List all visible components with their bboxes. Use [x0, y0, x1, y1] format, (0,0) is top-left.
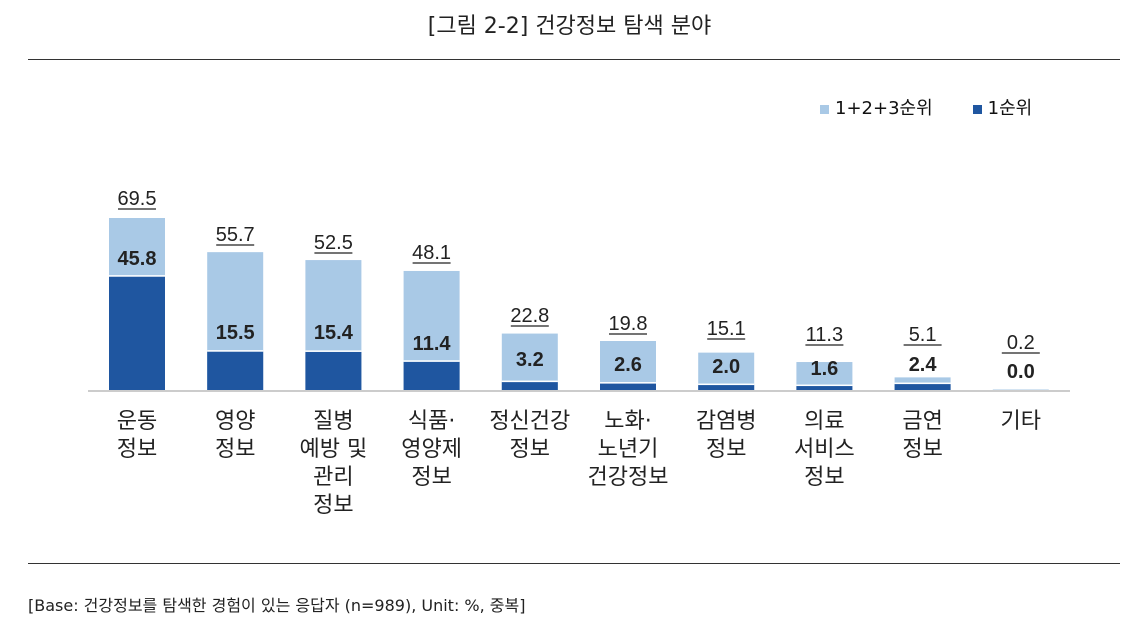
category-label: 질병	[313, 409, 353, 434]
figure-title: [그림 2-2] 건강정보 탐색 분야	[427, 14, 712, 39]
bar-first	[796, 386, 853, 390]
bar-first	[698, 385, 755, 390]
total-value-label: 48.1	[412, 242, 451, 264]
legend: 1+2+3순위 1순위	[820, 94, 1032, 120]
total-value-label: 52.5	[314, 232, 353, 254]
category-label: 감염병	[696, 409, 757, 434]
base-note: [Base: 건강정보를 탐색한 경험이 있는 응답자 (n=989), Uni…	[28, 596, 526, 615]
bar-first	[305, 351, 362, 390]
bar-separator	[796, 384, 853, 387]
category-label: 정보	[706, 437, 746, 462]
category-label: 정보	[117, 437, 157, 462]
total-value-label: 5.1	[909, 324, 937, 346]
first-value-label: 3.2	[516, 349, 544, 371]
bar-first	[501, 382, 558, 390]
category-label: 정보	[313, 493, 353, 518]
category-label: 정보	[411, 465, 451, 490]
legend-swatch-first	[972, 104, 982, 114]
category-label: 관리	[313, 465, 353, 490]
category-label: 정보	[510, 437, 550, 462]
category-label: 영양제	[401, 437, 462, 462]
category-label: 금연	[902, 409, 942, 434]
category-label: 서비스	[794, 437, 855, 462]
category-label: 정보	[902, 437, 942, 462]
bar-total	[600, 340, 656, 390]
top-rule	[28, 59, 1120, 60]
category-label: 운동	[117, 409, 157, 434]
total-value-label: 22.8	[510, 305, 549, 327]
first-value-label: 2.0	[712, 356, 740, 378]
category-label: 의료	[804, 409, 844, 434]
category-label: 예방 및	[300, 437, 368, 462]
bar-first	[109, 276, 165, 390]
legend-item-total: 1+2+3순위	[820, 94, 933, 120]
category-label: 영양	[215, 409, 255, 434]
bar-first	[207, 351, 264, 390]
bar-first	[600, 383, 656, 390]
bar-separator	[403, 360, 460, 362]
bar-separator	[894, 382, 951, 385]
category-label: 식품·	[408, 409, 455, 434]
bottom-rule	[28, 563, 1120, 564]
first-value-label: 45.8	[118, 248, 157, 270]
total-value-label: 15.1	[707, 318, 746, 340]
first-value-label: 2.4	[909, 354, 938, 376]
bar-separator	[600, 382, 656, 384]
legend-label: 1+2+3순위	[835, 98, 933, 119]
first-value-label: 1.6	[810, 358, 838, 380]
category-label: 정보	[804, 465, 844, 490]
category-label: 노화·	[604, 409, 651, 434]
bar-separator	[207, 350, 264, 352]
total-value-label: 55.7	[216, 224, 255, 246]
legend-swatch-total	[820, 104, 829, 114]
category-label: 정보	[215, 437, 255, 462]
bar-first	[403, 361, 460, 390]
category-label: 기타	[1001, 409, 1041, 434]
bar-separator	[305, 350, 362, 352]
first-value-label: 15.4	[314, 322, 354, 344]
total-value-label: 69.5	[118, 188, 157, 210]
category-label: 노년기	[598, 437, 659, 462]
total-value-label: 11.3	[806, 324, 843, 346]
legend-item-first: 1순위	[972, 94, 1033, 120]
first-value-label: 0.0	[1007, 361, 1035, 383]
first-value-label: 2.6	[614, 354, 642, 376]
bar-separator	[698, 383, 755, 386]
legend-label: 1순위	[987, 98, 1033, 119]
bar-separator	[501, 380, 558, 383]
category-label: 정신건강	[489, 409, 570, 434]
total-value-label: 19.8	[609, 313, 648, 335]
total-value-label: 0.2	[1007, 332, 1035, 354]
first-value-label: 15.5	[216, 322, 255, 344]
first-value-label: 11.4	[413, 333, 452, 355]
bar-separator	[109, 275, 165, 277]
bar-first	[894, 384, 951, 390]
category-label: 건강정보	[588, 465, 669, 490]
